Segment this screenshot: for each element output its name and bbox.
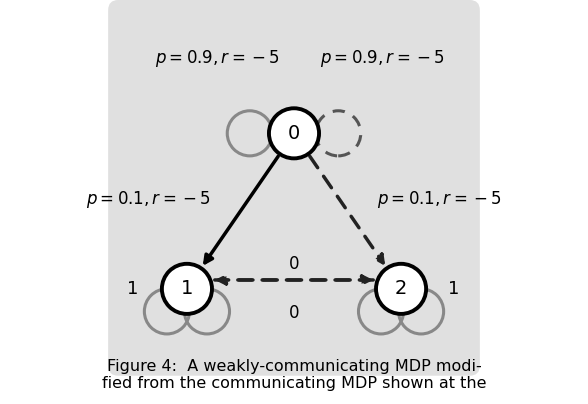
- Circle shape: [269, 108, 319, 158]
- FancyBboxPatch shape: [108, 0, 480, 376]
- Text: 0: 0: [288, 124, 300, 143]
- Text: $p = 0.9, r = -5$: $p = 0.9, r = -5$: [320, 48, 445, 69]
- Text: $p = 0.1, r = -5$: $p = 0.1, r = -5$: [86, 189, 211, 210]
- Text: 2: 2: [395, 279, 407, 299]
- Text: $p = 0.9, r = -5$: $p = 0.9, r = -5$: [155, 48, 279, 69]
- Circle shape: [376, 264, 426, 314]
- Text: $0$: $0$: [288, 255, 300, 273]
- Text: Figure 4:  A weakly-communicating MDP modi-: Figure 4: A weakly-communicating MDP mod…: [106, 359, 482, 374]
- Text: 1: 1: [126, 280, 138, 298]
- Circle shape: [162, 264, 212, 314]
- Text: fied from the communicating MDP shown at the: fied from the communicating MDP shown at…: [102, 376, 486, 391]
- Text: $0$: $0$: [288, 304, 300, 322]
- Text: $p = 0.1, r = -5$: $p = 0.1, r = -5$: [377, 189, 502, 210]
- Text: 1: 1: [448, 280, 459, 298]
- Text: 1: 1: [181, 279, 193, 299]
